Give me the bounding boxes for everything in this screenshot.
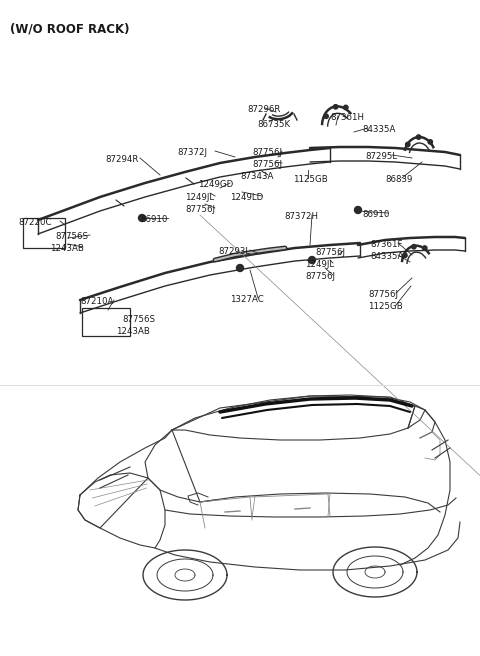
Text: 1243AB: 1243AB <box>50 244 84 253</box>
Text: 86910: 86910 <box>362 210 389 219</box>
Text: 87756J: 87756J <box>252 148 282 157</box>
Text: (W/O ROOF RACK): (W/O ROOF RACK) <box>10 22 130 35</box>
Text: 87756J: 87756J <box>315 248 345 257</box>
Circle shape <box>324 114 328 119</box>
Text: 87372H: 87372H <box>284 212 318 221</box>
Text: 1125GB: 1125GB <box>293 175 328 184</box>
Circle shape <box>334 104 338 109</box>
Circle shape <box>403 253 407 258</box>
Text: 87372J: 87372J <box>177 148 207 157</box>
Text: 84335A: 84335A <box>362 125 396 134</box>
Text: 1249JL: 1249JL <box>185 193 214 202</box>
Text: 1125GB: 1125GB <box>368 302 403 311</box>
Text: 87756J: 87756J <box>185 205 215 214</box>
Text: 87756J: 87756J <box>305 272 335 281</box>
Circle shape <box>417 135 421 139</box>
Circle shape <box>344 105 348 110</box>
Circle shape <box>309 256 315 264</box>
Text: 87756J: 87756J <box>252 160 282 169</box>
Text: 87361F: 87361F <box>370 240 403 249</box>
Text: 87756S: 87756S <box>55 232 88 241</box>
Circle shape <box>428 140 432 144</box>
Text: 1327AC: 1327AC <box>230 295 264 304</box>
Circle shape <box>355 207 361 213</box>
Text: 87294R: 87294R <box>105 155 138 164</box>
Text: 1249JL: 1249JL <box>305 260 334 269</box>
Text: 86910: 86910 <box>140 215 168 224</box>
Text: 1249GD: 1249GD <box>198 180 233 189</box>
Circle shape <box>412 245 416 249</box>
Circle shape <box>406 142 410 147</box>
Text: 1249LD: 1249LD <box>230 193 263 202</box>
Text: 87296R: 87296R <box>247 105 280 114</box>
Text: 87756S: 87756S <box>122 315 155 324</box>
Text: 87210A: 87210A <box>80 297 113 306</box>
Text: 84335A: 84335A <box>370 252 403 261</box>
Text: 87343A: 87343A <box>240 172 274 181</box>
Text: 1243AB: 1243AB <box>116 327 150 336</box>
Text: 87756J: 87756J <box>368 290 398 299</box>
Circle shape <box>422 246 427 250</box>
Bar <box>82 308 130 336</box>
Text: 87295L: 87295L <box>365 152 397 161</box>
Text: 86839: 86839 <box>385 175 412 184</box>
Text: 87220C: 87220C <box>18 218 51 227</box>
Text: 86735K: 86735K <box>257 120 290 129</box>
Circle shape <box>139 215 145 222</box>
Bar <box>23 218 65 248</box>
Text: 87361H: 87361H <box>330 113 364 122</box>
Text: 87293L: 87293L <box>218 247 250 256</box>
Circle shape <box>237 264 243 272</box>
